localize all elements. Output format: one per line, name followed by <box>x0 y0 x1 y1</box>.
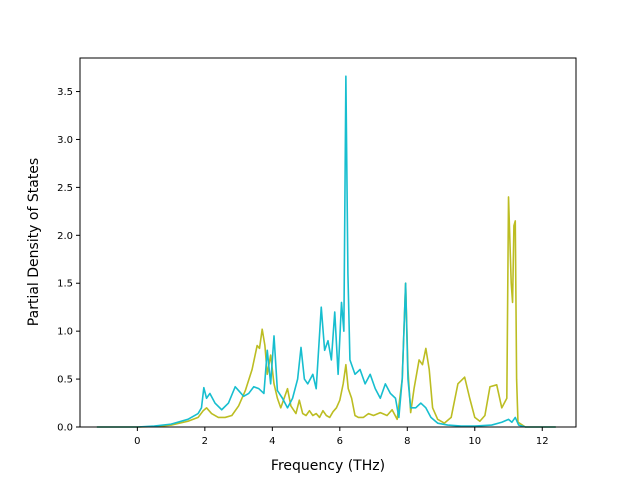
series-layer <box>96 75 556 428</box>
y-tick-label: 0.0 <box>57 423 73 434</box>
y-tick-label: 3.5 <box>57 87 73 98</box>
y-tick-label: 3.0 <box>57 135 73 146</box>
x-axis-label: Frequency (THz) <box>271 458 385 474</box>
x-tick-label: 12 <box>536 436 549 447</box>
x-tick-label: 10 <box>468 436 481 447</box>
series-line-1 <box>96 196 556 428</box>
x-tick-label: 6 <box>337 436 343 447</box>
y-tick-label: 2.0 <box>57 231 73 242</box>
x-tick-label: 2 <box>202 436 208 447</box>
y-axis-label: Partial Density of States <box>26 158 42 326</box>
y-axis-ticks: 0.0 0.5 1.0 1.5 2.0 2.5 3.0 3.5 <box>57 87 80 434</box>
y-tick-label: 1.0 <box>57 327 73 338</box>
x-tick-label: 0 <box>134 436 140 447</box>
y-tick-label: 0.5 <box>57 375 73 386</box>
y-tick-label: 2.5 <box>57 183 73 194</box>
x-axis-ticks: 0 2 4 6 8 10 12 <box>134 427 549 447</box>
plot-area-frame <box>79 57 577 428</box>
x-tick-label: 8 <box>404 436 410 447</box>
x-tick-label: 4 <box>269 436 275 447</box>
series-line-2 <box>96 75 556 428</box>
y-tick-label: 1.5 <box>57 279 73 290</box>
